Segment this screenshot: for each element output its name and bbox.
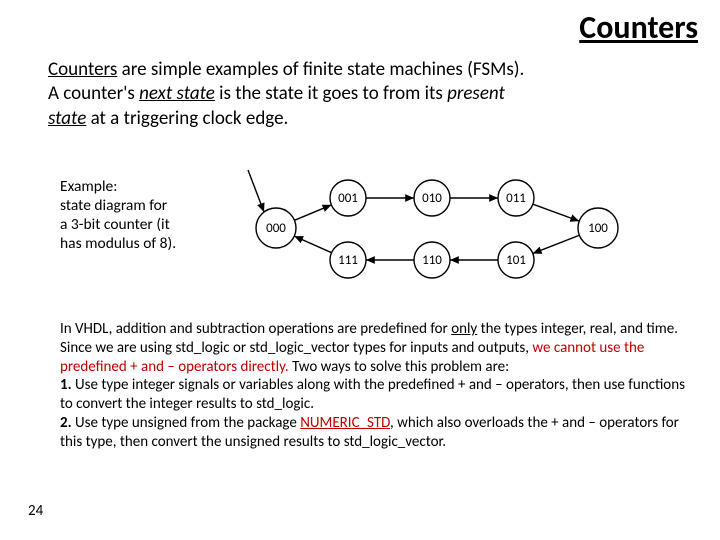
numeric-std: NUMERIC_STD (300, 414, 390, 432)
state-label-010: 010 (422, 191, 442, 206)
vhdl-p1c: Two ways to solve this problem are: (289, 358, 509, 376)
example-caption: Example: state diagram for a 3-bit count… (60, 178, 210, 254)
state-label-001: 001 (338, 191, 358, 206)
only-word: only (451, 320, 477, 338)
state-label-101: 101 (506, 253, 526, 268)
bullet-2a: Use type unsigned from the package (72, 414, 301, 432)
present-word: present (447, 82, 505, 105)
state-label-111: 111 (338, 253, 358, 268)
example-l1: Example: (60, 177, 117, 196)
intro-line1: are simple examples of finite state mach… (117, 58, 524, 81)
edge-000-001 (294, 205, 331, 220)
vhdl-p1a: In VHDL, addition and subtraction operat… (60, 320, 451, 338)
state-word: state (48, 107, 86, 130)
intro-paragraph: Counters are simple examples of finite s… (48, 58, 690, 131)
example-l3: a 3-bit counter (it (60, 215, 170, 234)
edge-100-101 (533, 235, 580, 253)
next-state: next state (139, 82, 215, 105)
intro-lead: Counters (48, 58, 117, 81)
state-label-110: 110 (422, 253, 442, 268)
example-l4: has modulus of 8). (60, 234, 176, 253)
bullet-2-lead: 2. (60, 414, 72, 432)
edge-011-100 (533, 204, 579, 221)
intro-line2b: is the state it goes to from its (215, 82, 447, 105)
vhdl-paragraph: In VHDL, addition and subtraction operat… (60, 320, 690, 451)
page-number: 24 (28, 502, 43, 520)
state-label-000: 000 (266, 221, 286, 236)
bullet-1: Use type integer signals or variables al… (60, 376, 685, 413)
state-label-011: 011 (506, 191, 526, 206)
state-label-100: 100 (588, 221, 608, 236)
bullet-1-lead: 1. (60, 376, 72, 394)
example-l2: state diagram for (60, 196, 167, 215)
page-title: Counters (579, 8, 698, 47)
edge-111-000 (294, 236, 331, 253)
intro-line2a: A counter's (48, 82, 139, 105)
state-diagram: 000 001 010 011 100 101 110 111 (218, 168, 658, 288)
intro-line3: at a triggering clock edge. (86, 107, 288, 130)
